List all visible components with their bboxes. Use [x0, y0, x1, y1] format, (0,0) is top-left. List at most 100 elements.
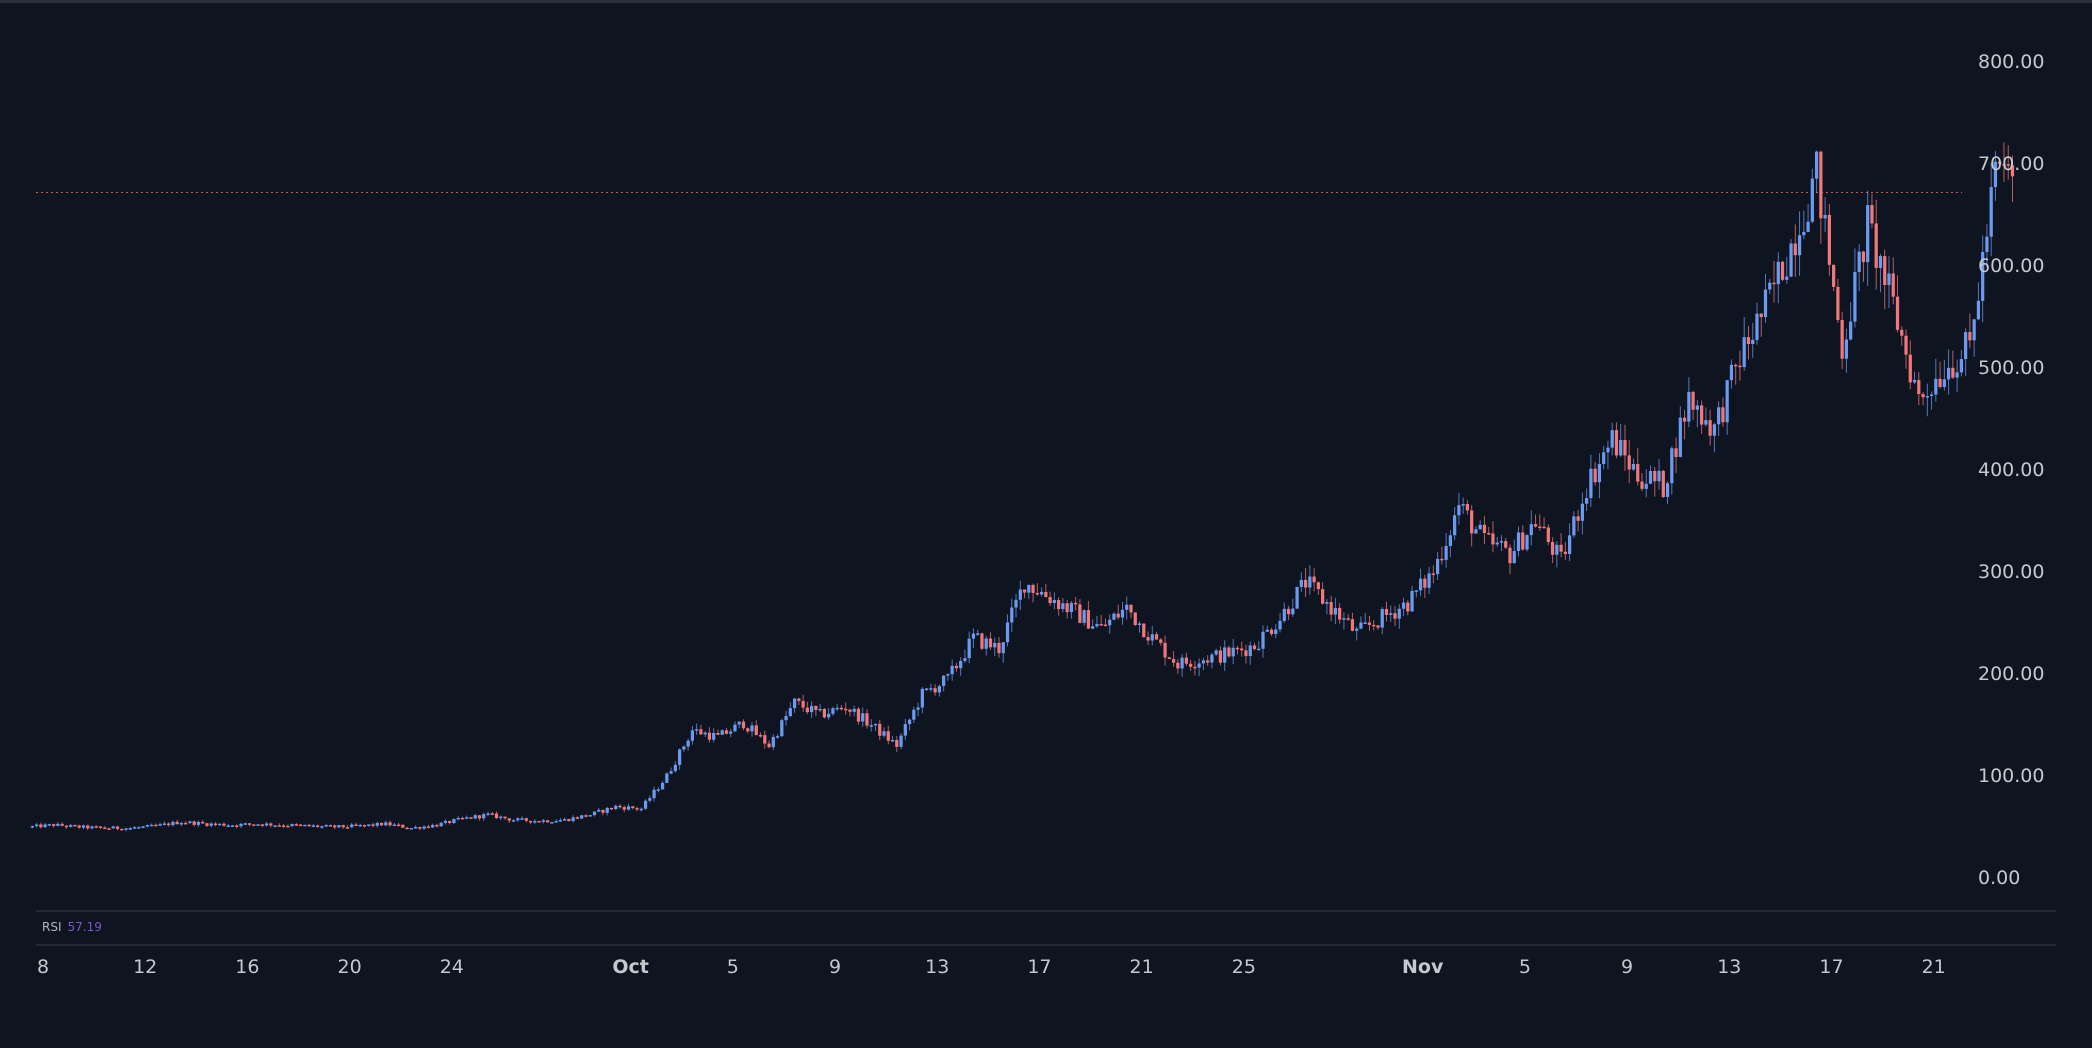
- candle: [1555, 541, 1559, 568]
- candle: [1597, 453, 1602, 499]
- candle: [1039, 587, 1044, 597]
- candle: [1525, 534, 1529, 552]
- candle: [422, 825, 426, 830]
- candle: [1414, 590, 1418, 598]
- candle: [984, 635, 988, 656]
- candle: [1137, 621, 1142, 633]
- candle: [1985, 224, 1989, 268]
- time-tick-label: 8: [36, 956, 50, 978]
- candle: [763, 730, 767, 749]
- candle: [1001, 641, 1005, 663]
- candle: [648, 795, 652, 803]
- candle: [1465, 500, 1470, 515]
- candle: [588, 814, 592, 817]
- candle: [912, 706, 916, 723]
- candle: [1738, 350, 1742, 381]
- candle: [1180, 654, 1184, 677]
- candle: [1857, 244, 1861, 292]
- candle: [980, 632, 984, 651]
- candle: [1329, 595, 1333, 622]
- time-tick-label: 12: [133, 956, 158, 978]
- candle: [120, 828, 124, 831]
- candle: [1968, 313, 1972, 349]
- candle: [1981, 235, 1985, 323]
- candle: [409, 827, 413, 830]
- candle: [1010, 598, 1014, 632]
- candle: [1014, 593, 1018, 618]
- candle: [1780, 260, 1785, 282]
- candle: [584, 814, 588, 818]
- candle: [737, 721, 741, 729]
- rsi-label: RSI: [42, 920, 62, 934]
- candle: [1904, 329, 1908, 369]
- candle: [1789, 239, 1793, 278]
- candle: [1184, 652, 1188, 667]
- candle: [209, 822, 213, 828]
- candle: [90, 825, 94, 830]
- candle: [337, 825, 341, 829]
- candle: [801, 694, 805, 712]
- time-tick-label: 9: [1621, 956, 1634, 978]
- candle: [1299, 572, 1303, 592]
- candle: [622, 805, 626, 813]
- candlestick-chart[interactable]: [0, 3, 2092, 1048]
- candle: [192, 820, 196, 827]
- candle: [94, 824, 98, 828]
- candle: [1763, 274, 1768, 323]
- candle: [115, 826, 120, 831]
- candle: [1678, 406, 1682, 458]
- candle: [175, 819, 179, 825]
- candle: [1350, 612, 1355, 632]
- candle: [703, 731, 707, 737]
- candle: [311, 824, 316, 828]
- candle: [865, 709, 869, 729]
- candle: [1619, 424, 1623, 457]
- candle: [1120, 601, 1125, 625]
- candle: [1751, 322, 1755, 358]
- candle: [1154, 631, 1159, 641]
- candle: [1746, 325, 1751, 360]
- candle: [1265, 625, 1269, 632]
- candle: [839, 704, 844, 711]
- candle: [1538, 514, 1542, 531]
- candle: [1657, 458, 1661, 490]
- time-tick-label: 5: [1518, 956, 1531, 978]
- candle: [1653, 466, 1657, 497]
- candle: [205, 822, 209, 828]
- candle: [1810, 168, 1814, 224]
- candle: [1397, 604, 1401, 629]
- candle: [1312, 567, 1316, 592]
- candle: [1210, 652, 1214, 669]
- candle: [1044, 583, 1048, 598]
- candle: [1303, 567, 1308, 597]
- candle: [1891, 257, 1895, 305]
- candle: [1274, 624, 1278, 639]
- candle: [1338, 603, 1342, 624]
- candle: [950, 659, 954, 681]
- candle: [971, 628, 976, 648]
- candle: [997, 636, 1001, 658]
- candle: [707, 727, 712, 743]
- candle: [1887, 256, 1891, 309]
- candle: [1504, 537, 1508, 550]
- candle: [690, 725, 695, 745]
- candle: [818, 703, 822, 712]
- candle: [665, 772, 669, 784]
- candle: [290, 823, 294, 828]
- rsi-legend[interactable]: RSI 57.19: [42, 920, 102, 934]
- candle: [86, 824, 90, 831]
- chart-pane[interactable]: 800.00 700.00 600.00 500.00 400.00 300.00 200.…: [0, 3, 2092, 1048]
- candle: [260, 824, 264, 828]
- candle: [1005, 614, 1010, 647]
- candle: [1946, 349, 1951, 395]
- candle: [1772, 260, 1776, 303]
- candle: [1917, 372, 1921, 406]
- top-border: [0, 0, 2092, 3]
- candle: [524, 817, 528, 823]
- candle: [1440, 546, 1444, 565]
- candle: [73, 824, 77, 827]
- candle: [601, 809, 605, 816]
- candle: [626, 803, 631, 811]
- candle: [1964, 328, 1968, 377]
- candle: [294, 822, 298, 827]
